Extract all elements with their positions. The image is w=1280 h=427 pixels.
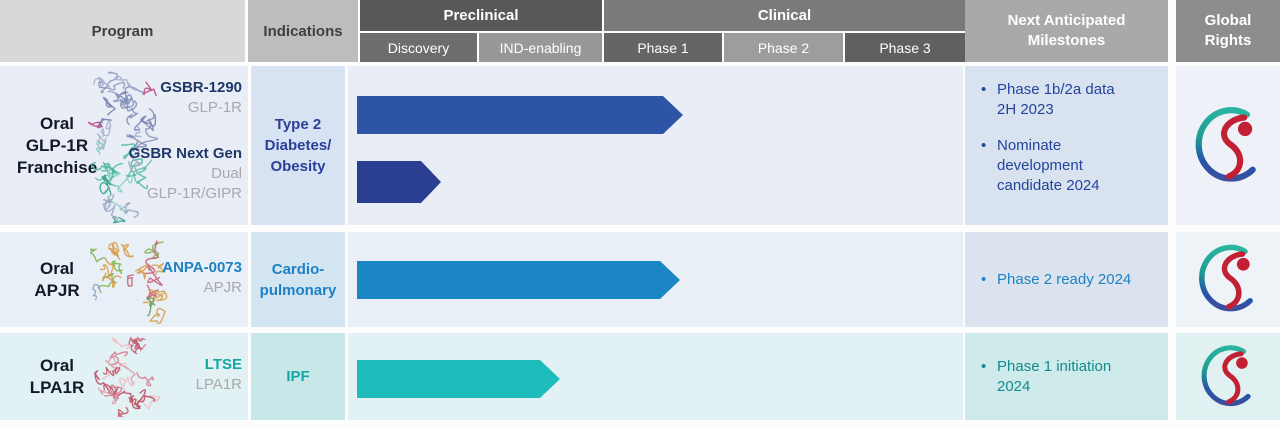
- milestone-text: Phase 2 ready 2024: [997, 270, 1132, 288]
- milestones-cell: • Phase 1b/2a data 2H 2023 • Nominate de…: [965, 66, 1168, 225]
- protein-structure-image: [91, 142, 153, 224]
- bullet-icon: •: [981, 81, 987, 98]
- bullet-icon: •: [981, 137, 987, 154]
- protein-structure-image: [93, 336, 162, 417]
- asset-block-anpa-0073: ANPA-0073 APJR: [138, 258, 242, 298]
- indication-cell: Type 2 Diabetes/ Obesity: [248, 66, 348, 225]
- asset-target: LPA1R: [195, 376, 242, 393]
- stage-header-phase-3: Phase 3: [845, 33, 965, 62]
- stage-header-phase-1: Phase 1: [604, 33, 722, 62]
- company-logo-icon: [1201, 344, 1251, 406]
- bullet-icon: •: [981, 357, 987, 375]
- milestone-text: Phase 1b/2a data 2H 2023: [997, 81, 1115, 118]
- milestone-item: • Phase 1b/2a data 2H 2023: [981, 80, 1160, 120]
- column-header-indications: Indications: [248, 0, 358, 62]
- stage-header-phase-2: Phase 2: [724, 33, 843, 62]
- global-rights-cell: [1176, 333, 1280, 420]
- company-logo-icon: [1195, 106, 1256, 182]
- program-label: Oral GLP-1R Franchise: [16, 113, 98, 177]
- progress-arrow-anpa-0073: [357, 261, 680, 299]
- milestone-item: • Phase 1 initiation 2024: [981, 357, 1160, 397]
- progress-arrow-gsbr-1290: [357, 96, 683, 134]
- pipeline-row-lpa1r: Oral LPA1R LTSE LPA1R IPF • Phase 1 init…: [0, 333, 1280, 420]
- pipeline-row-apjr: Oral APJR ANPA-0073 APJR Cardio- pulmona…: [0, 232, 1280, 327]
- protein-structure-image: [90, 240, 168, 324]
- column-header-clinical: Clinical: [604, 0, 965, 31]
- milestone-text: Phase 1 initiation 2024: [997, 357, 1112, 395]
- indication-cell: Cardio- pulmonary: [248, 232, 348, 327]
- global-rights-cell: [1176, 66, 1280, 225]
- protein-structure-image: [87, 71, 158, 152]
- global-rights-cell: [1176, 232, 1280, 327]
- program-label: Oral LPA1R: [29, 355, 85, 397]
- milestone-item: • Nominate development candidate 2024: [981, 136, 1160, 196]
- column-header-preclinical: Preclinical: [360, 0, 602, 31]
- row-background: [0, 66, 963, 225]
- progress-arrow-ltse: [357, 360, 560, 398]
- asset-name: GSBR-1290: [160, 79, 242, 96]
- company-logo-icon: [1199, 244, 1253, 312]
- indication-cell: IPF: [248, 333, 348, 420]
- program-label: Oral APJR: [34, 258, 80, 300]
- column-header-global-rights: Global Rights: [1176, 0, 1280, 62]
- column-header-program: Program: [0, 0, 245, 62]
- milestone-item: • Phase 2 ready 2024: [981, 270, 1160, 290]
- asset-target: Dual GLP-1R/GIPR: [146, 165, 242, 202]
- asset-block-ltse: LTSE LPA1R: [138, 355, 242, 395]
- asset-block-gsbr-next-gen: GSBR Next Gen Dual GLP-1R/GIPR: [120, 144, 242, 204]
- asset-name: LTSE: [204, 356, 242, 373]
- milestones-cell: • Phase 1 initiation 2024: [965, 333, 1168, 420]
- asset-name: ANPA-0073: [162, 259, 242, 276]
- bullet-icon: •: [981, 270, 987, 288]
- asset-block-gsbr-1290: GSBR-1290 GLP-1R: [138, 78, 242, 118]
- asset-target: APJR: [203, 279, 242, 296]
- milestone-text: Nominate development candidate 2024: [997, 137, 1100, 194]
- asset-target: GLP-1R: [187, 99, 242, 116]
- stage-header-ind-enabling: IND-enabling: [479, 33, 602, 62]
- stage-header-discovery: Discovery: [360, 33, 477, 62]
- progress-arrow-gsbr-next-gen: [357, 161, 441, 203]
- asset-name: GSBR Next Gen: [128, 145, 242, 162]
- milestones-cell: • Phase 2 ready 2024: [965, 232, 1168, 327]
- pipeline-row-glp1r-franchise: Oral GLP-1R Franchise GSBR-1290 GLP-1R G…: [0, 66, 1280, 225]
- column-header-milestones: Next Anticipated Milestones: [965, 0, 1168, 62]
